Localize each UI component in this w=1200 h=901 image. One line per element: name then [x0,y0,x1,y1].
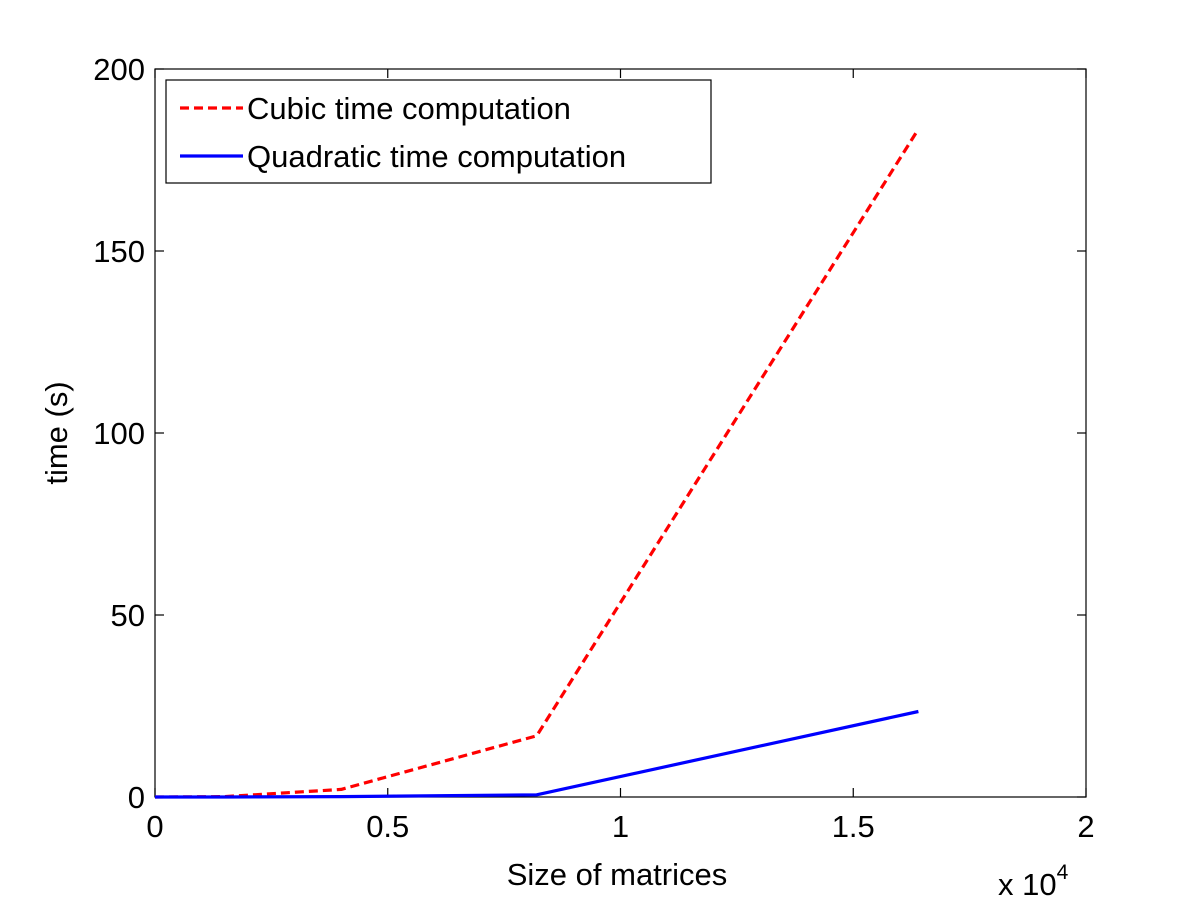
y-axis-ticks: 0 50 100 150 200 [93,52,1086,815]
x-axis-ticks: 0 0.5 1 1.5 2 [146,69,1095,844]
y-tick-label: 50 [111,598,145,633]
y-tick-label: 150 [93,234,145,269]
x-tick-label: 1.5 [832,809,875,844]
x-tick-label: 1 [612,809,629,844]
legend: Cubic time computation Quadratic time com… [165,79,712,184]
x-axis-multiplier: x 104 [998,861,1069,901]
plot-area [154,68,1087,798]
x-axis-label: Size of matrices [507,857,728,892]
legend-label: Cubic time computation [247,91,571,126]
x-tick-label: 2 [1077,809,1094,844]
legend-box [165,79,712,184]
x-multiplier-base: x 10 [998,867,1057,901]
x-multiplier-exponent: 4 [1057,861,1069,884]
x-tick-label: 0.5 [366,809,409,844]
series-line-quadratic [155,709,919,799]
legend-label: Quadratic time computation [247,139,626,174]
y-tick-label: 200 [93,52,145,87]
y-tick-label: 100 [93,416,145,451]
series-layer [154,128,920,799]
x-tick-label: 0 [146,809,163,844]
y-axis-label: time (s) [39,381,74,484]
y-tick-label: 0 [128,780,145,815]
